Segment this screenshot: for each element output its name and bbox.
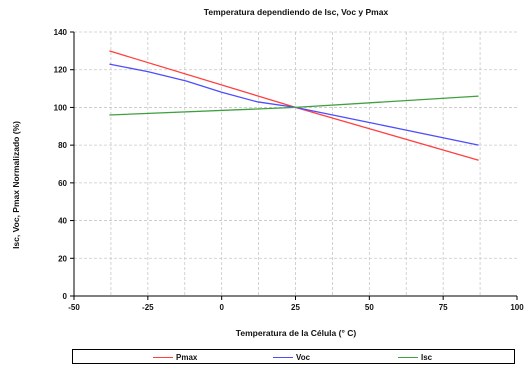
tick-labels: 0 20 40 60 80 100 120 140 -50 -25 0 25 50 75 100 xyxy=(54,28,525,312)
series-line-voc xyxy=(109,63,479,146)
grid xyxy=(74,31,517,296)
y-tick-label: 140 xyxy=(54,28,68,37)
y-tick-label: 0 xyxy=(63,292,68,301)
axes xyxy=(70,31,518,300)
y-tick-label: 120 xyxy=(54,66,68,75)
x-tick-label: 0 xyxy=(219,303,224,312)
x-tick-label: 75 xyxy=(439,303,448,312)
y-tick-label: 60 xyxy=(58,179,67,188)
chart-title: Temperatura dependiendo de Isc, Voc y Pm… xyxy=(203,7,389,17)
legend: Pmax Voc Isc xyxy=(72,349,515,364)
legend-swatch-voc xyxy=(273,356,293,358)
y-tick-label: 20 xyxy=(58,254,67,263)
y-tick-label: 40 xyxy=(58,217,67,226)
x-tick-label: 100 xyxy=(510,303,524,312)
series-line-isc xyxy=(109,95,479,116)
x-tick-label: -50 xyxy=(68,303,80,312)
y-tick-label: 100 xyxy=(54,103,68,112)
x-tick-label: 50 xyxy=(365,303,374,312)
legend-item-pmax: Pmax xyxy=(153,352,197,362)
x-tick-label: -25 xyxy=(142,303,154,312)
y-tick-label: 80 xyxy=(58,141,67,150)
legend-swatch-pmax xyxy=(153,356,173,358)
legend-label-pmax: Pmax xyxy=(176,352,198,362)
legend-item-voc: Voc xyxy=(273,352,310,362)
legend-swatch-isc xyxy=(398,356,418,358)
series-line-pmax xyxy=(109,50,479,161)
legend-label-voc: Voc xyxy=(296,352,311,362)
legend-label-isc: Isc xyxy=(421,352,433,362)
x-axis-label: Temperatura de la Célula (° C) xyxy=(235,328,357,338)
x-tick-label: 25 xyxy=(291,303,300,312)
series-lines xyxy=(109,50,479,161)
legend-item-isc: Isc xyxy=(398,352,432,362)
